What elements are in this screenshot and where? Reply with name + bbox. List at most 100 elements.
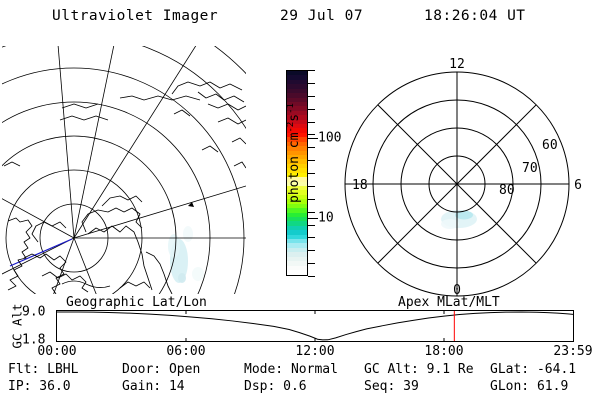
strip-ytick-top: 9.0 bbox=[22, 304, 46, 320]
instrument-title: Ultraviolet Imager bbox=[52, 8, 219, 24]
status-parameters: Flt: LBHL Door: Open Mode: Normal GC Alt: 9… bbox=[0, 362, 600, 400]
status-field: Dsp: 0.6 bbox=[244, 379, 307, 394]
geo-map-svg bbox=[2, 46, 246, 294]
mlat-label-60: 60 bbox=[542, 138, 558, 153]
colorbar-segment bbox=[287, 119, 307, 125]
colorbar-tick-major bbox=[308, 137, 318, 139]
status-row-1: Flt: LBHL Door: Open Mode: Normal GC Alt: 9… bbox=[0, 362, 600, 379]
colorbar-segment bbox=[287, 216, 307, 222]
colorbar-tick-label: 10 bbox=[318, 210, 334, 226]
status-field: IP: 36.0 bbox=[8, 379, 71, 394]
colorbar-tick bbox=[308, 186, 315, 187]
colorbar-tick bbox=[308, 225, 315, 226]
colorbar-segment bbox=[287, 190, 307, 195]
colorbar-segment bbox=[287, 212, 307, 217]
colorbar-segment bbox=[287, 172, 307, 178]
colorbar-segment bbox=[287, 75, 307, 80]
colorbar-segment bbox=[287, 101, 307, 107]
altitude-strip-chart[interactable]: GC Alt 9.0 1.8 Geographic Lat/Lon Apex M… bbox=[0, 295, 600, 359]
status-field: Door: Open bbox=[122, 362, 201, 377]
colorbar-tick bbox=[308, 83, 315, 84]
time-tick-label: 00:00 bbox=[37, 344, 77, 359]
colorbar-segment bbox=[287, 194, 307, 200]
time-axis: 00:00 06:00 12:00 18:00 23:59 bbox=[0, 344, 600, 364]
colorbar-unit-main: photon cm bbox=[287, 132, 303, 203]
colorbar-segment bbox=[287, 106, 307, 111]
mlt-label-bottom: 0 bbox=[453, 283, 461, 298]
observation-time: 18:26:04 UT bbox=[424, 8, 526, 24]
mlt-label-left: 18 bbox=[352, 178, 368, 193]
coast-marker bbox=[188, 202, 194, 207]
colorbar-tick bbox=[308, 250, 315, 251]
colorbar-segment bbox=[287, 177, 307, 182]
colorbar-segment bbox=[287, 261, 307, 266]
time-tick-label: 18:00 bbox=[424, 344, 464, 359]
colorbar-tick bbox=[308, 173, 315, 174]
intensity-colorbar[interactable]: photon cm-2s-1 100 10 bbox=[250, 50, 341, 290]
observation-date: 29 Jul 07 bbox=[280, 8, 364, 24]
colorbar-segment bbox=[287, 163, 307, 169]
colorbar-segment bbox=[287, 243, 307, 248]
colorbar-tick-major bbox=[308, 218, 318, 220]
colorbar-segment bbox=[287, 146, 307, 151]
colorbar-segment bbox=[287, 124, 307, 129]
colorbar-segment bbox=[287, 265, 307, 270]
colorbar-segment bbox=[287, 168, 307, 173]
status-field: Gain: 14 bbox=[122, 379, 185, 394]
colorbar-segment bbox=[287, 132, 307, 138]
colorbar-tick bbox=[308, 263, 315, 264]
colorbar-tick bbox=[308, 199, 315, 200]
mlt-dial-svg: 12 6 0 18 60 70 80 bbox=[344, 57, 582, 298]
colorbar-tick bbox=[308, 96, 315, 97]
colorbar-segment bbox=[287, 88, 307, 94]
colorbar-segment bbox=[287, 79, 307, 85]
colorbar-segment bbox=[287, 128, 307, 133]
colorbar-segment bbox=[287, 93, 307, 98]
colorbar-segment bbox=[287, 199, 307, 204]
time-tick-label: 12:00 bbox=[295, 344, 335, 359]
mlt-label-right: 6 bbox=[574, 178, 582, 193]
geographic-polar-map[interactable] bbox=[2, 46, 246, 294]
mlat-label-70: 70 bbox=[522, 161, 538, 176]
colorbar-segment bbox=[287, 225, 307, 231]
status-row-2: IP: 36.0 Gain: 14 Dsp: 0.6 Seq: 39 GLon: 61.… bbox=[0, 379, 600, 396]
colorbar-segment bbox=[287, 185, 307, 191]
colorbar-segment bbox=[287, 137, 307, 142]
status-field: GLat: -64.1 bbox=[490, 362, 577, 377]
mlt-dial-plot[interactable]: 12 6 0 18 60 70 80 bbox=[338, 44, 594, 298]
colorbar-segment bbox=[287, 252, 307, 257]
colorbar-tick bbox=[308, 134, 315, 135]
colorbar-gradient bbox=[286, 70, 308, 276]
colorbar-segment bbox=[287, 141, 307, 147]
colorbar-segment bbox=[287, 110, 307, 116]
colorbar-unit-mid: s bbox=[287, 113, 303, 122]
colorbar-tick bbox=[308, 212, 315, 213]
colorbar-segment bbox=[287, 203, 307, 209]
colorbar-tick bbox=[308, 109, 315, 110]
status-field: Mode: Normal bbox=[244, 362, 338, 377]
geo-panel-caption: Geographic Lat/Lon bbox=[66, 295, 207, 310]
colorbar-segment bbox=[287, 269, 307, 275]
colorbar-axis-label: photon cm-2s-1 bbox=[286, 53, 302, 253]
colorbar-segment bbox=[287, 150, 307, 156]
coastline-outlines bbox=[3, 81, 246, 294]
colorbar-segment bbox=[287, 115, 307, 120]
colorbar-segment bbox=[287, 256, 307, 262]
colorbar-segment bbox=[287, 84, 307, 89]
colorbar-tick bbox=[308, 147, 315, 148]
colorbar-segment bbox=[287, 181, 307, 186]
mlat-label-80: 80 bbox=[499, 183, 515, 198]
altitude-trace bbox=[57, 312, 573, 340]
aurora-emission-geo bbox=[168, 226, 204, 283]
status-field: GLon: 61.9 bbox=[490, 379, 569, 394]
colorbar-segment bbox=[287, 230, 307, 235]
colorbar-segment bbox=[287, 97, 307, 102]
colorbar-segment bbox=[287, 155, 307, 160]
status-field: Seq: 39 bbox=[364, 379, 419, 394]
colorbar-tick bbox=[308, 122, 315, 123]
colorbar-segment bbox=[287, 239, 307, 244]
strip-plot-frame bbox=[56, 310, 574, 342]
colorbar-segment bbox=[287, 247, 307, 253]
mlt-spokes bbox=[345, 72, 569, 296]
colorbar-segment bbox=[287, 71, 307, 76]
